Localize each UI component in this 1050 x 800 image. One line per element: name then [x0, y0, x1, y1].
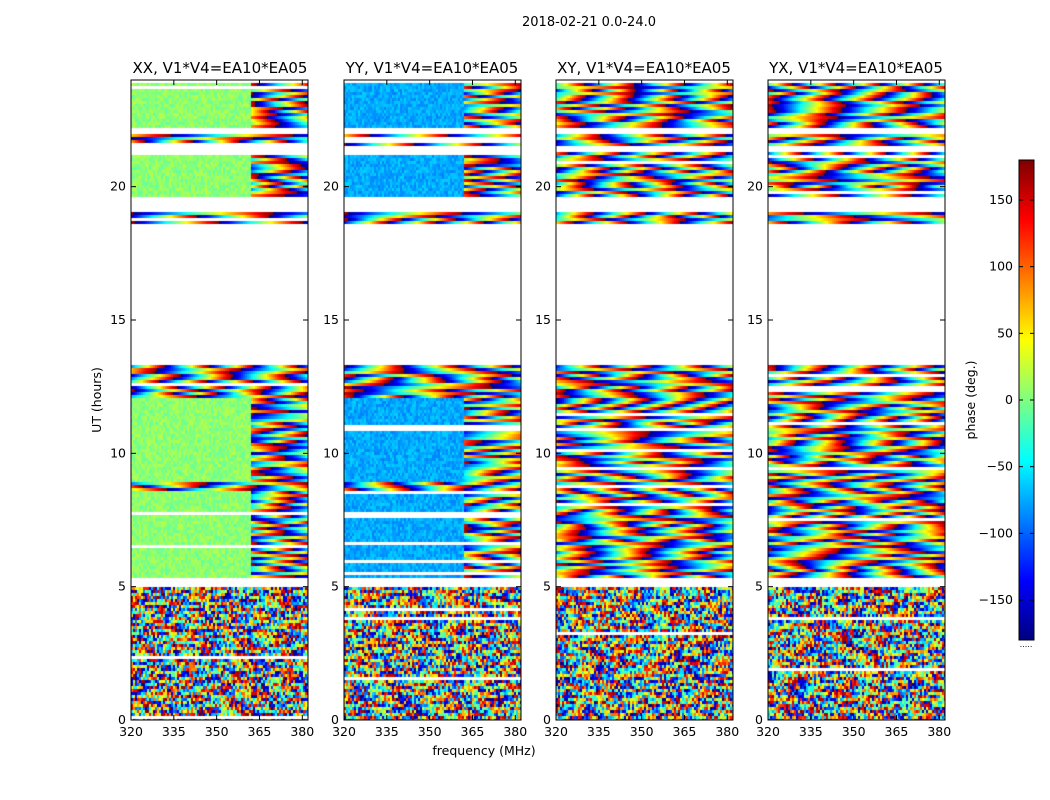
y-tick-label: 20: [323, 179, 339, 194]
x-tick-label: 335: [587, 724, 611, 739]
y-tick-label: 0: [118, 712, 126, 727]
colorbar-tick-label: −100: [979, 525, 1013, 540]
y-tick-label: 5: [331, 579, 339, 594]
x-tick-label: 320: [332, 724, 356, 739]
phase-heatmap: [343, 79, 522, 721]
axis-ticks: 320 335 350 365 380 0 5 10 15 20: [110, 80, 314, 739]
panel-xy: XY, V1*V4=EA10*EA05 320 335 350 365 380 0 5 10 1…: [535, 59, 739, 739]
panel-title: XY, V1*V4=EA10*EA05: [557, 59, 731, 77]
y-tick-label: 0: [331, 712, 339, 727]
x-tick-label: 380: [927, 724, 951, 739]
panel-yx: YX, V1*V4=EA10*EA05 320 335 350 365 380 0 5 10 1…: [747, 59, 951, 739]
plot-frame: [130, 79, 309, 721]
colorbar-label: phase (deg.): [963, 361, 978, 440]
axis-ticks: 320 335 350 365 380 0 5 10 15 20: [535, 80, 739, 739]
y-tick-label: 20: [747, 179, 763, 194]
phase-heatmap: [130, 79, 309, 721]
plot-frame: [555, 79, 734, 721]
y-tick-label: 15: [535, 312, 551, 327]
y-tick-label: 15: [323, 312, 339, 327]
heatmap-image: [131, 80, 308, 720]
x-tick-label: 350: [205, 724, 229, 739]
y-tick-label: 15: [747, 312, 763, 327]
x-tick-label: 380: [503, 724, 527, 739]
x-tick-label: 380: [290, 724, 314, 739]
x-axis-label: frequency (MHz): [432, 743, 535, 758]
x-tick-label: 380: [715, 724, 739, 739]
y-tick-label: 10: [747, 445, 763, 460]
x-tick-label: 350: [418, 724, 442, 739]
figure-title: 2018-02-21 0.0-24.0: [522, 15, 656, 30]
colorbar-tick-label: 50: [997, 325, 1013, 340]
panel-yy: YY, V1*V4=EA10*EA05 320 335 350 365 380 0 5 10 1…: [323, 59, 527, 739]
y-tick-label: 5: [118, 579, 126, 594]
colorbar-footer: .....: [1020, 640, 1033, 649]
axis-ticks: 320 335 350 365 380 0 5 10 15 20: [747, 80, 951, 739]
phase-heatmap: [555, 79, 734, 721]
y-tick-label: 20: [110, 179, 126, 194]
y-tick-label: 0: [543, 712, 551, 727]
colorbar-tick-label: −150: [979, 592, 1013, 607]
x-tick-label: 365: [885, 724, 909, 739]
axis-ticks: 320 335 350 365 380 0 5 10 15 20: [323, 80, 527, 739]
heatmap-image: [344, 80, 521, 720]
colorbar: 150 100 50 0 −50 −100 −150 phase (deg.) .....: [963, 159, 1035, 649]
heatmap-image: [556, 80, 733, 720]
plot-frame: [343, 79, 522, 721]
x-tick-label: 320: [544, 724, 568, 739]
panel-title: YX, V1*V4=EA10*EA05: [768, 59, 943, 77]
y-tick-label: 20: [535, 179, 551, 194]
x-tick-label: 365: [673, 724, 697, 739]
x-tick-label: 335: [162, 724, 186, 739]
y-tick-label: 5: [543, 579, 551, 594]
y-axis-label: UT (hours): [89, 367, 104, 433]
colorbar-tick-label: 100: [989, 259, 1013, 274]
x-tick-label: 335: [799, 724, 823, 739]
y-tick-label: 5: [755, 579, 763, 594]
x-tick-label: 365: [248, 724, 272, 739]
y-tick-label: 10: [323, 445, 339, 460]
colorbar-ticks: 150 100 50 0 −50 −100 −150: [979, 192, 1034, 607]
y-tick-label: 10: [535, 445, 551, 460]
colorbar-tick-label: 150: [989, 192, 1013, 207]
panel-title: YY, V1*V4=EA10*EA05: [345, 59, 519, 77]
colorbar-tick-label: −50: [987, 459, 1013, 474]
x-tick-label: 320: [756, 724, 780, 739]
x-tick-label: 350: [842, 724, 866, 739]
y-tick-label: 10: [110, 445, 126, 460]
panel-title: XX, V1*V4=EA10*EA05: [133, 59, 308, 77]
colorbar-tick-label: 0: [1005, 392, 1013, 407]
phase-heatmap: [767, 79, 946, 721]
x-tick-label: 365: [461, 724, 485, 739]
panel-xx: XX, V1*V4=EA10*EA05 320 335 350 365 380 0 5 10 1…: [110, 59, 314, 739]
plot-frame: [767, 79, 946, 721]
y-tick-label: 15: [110, 312, 126, 327]
x-tick-label: 335: [375, 724, 399, 739]
x-tick-label: 350: [630, 724, 654, 739]
heatmap-image: [768, 80, 945, 720]
x-tick-label: 320: [119, 724, 143, 739]
y-tick-label: 0: [755, 712, 763, 727]
